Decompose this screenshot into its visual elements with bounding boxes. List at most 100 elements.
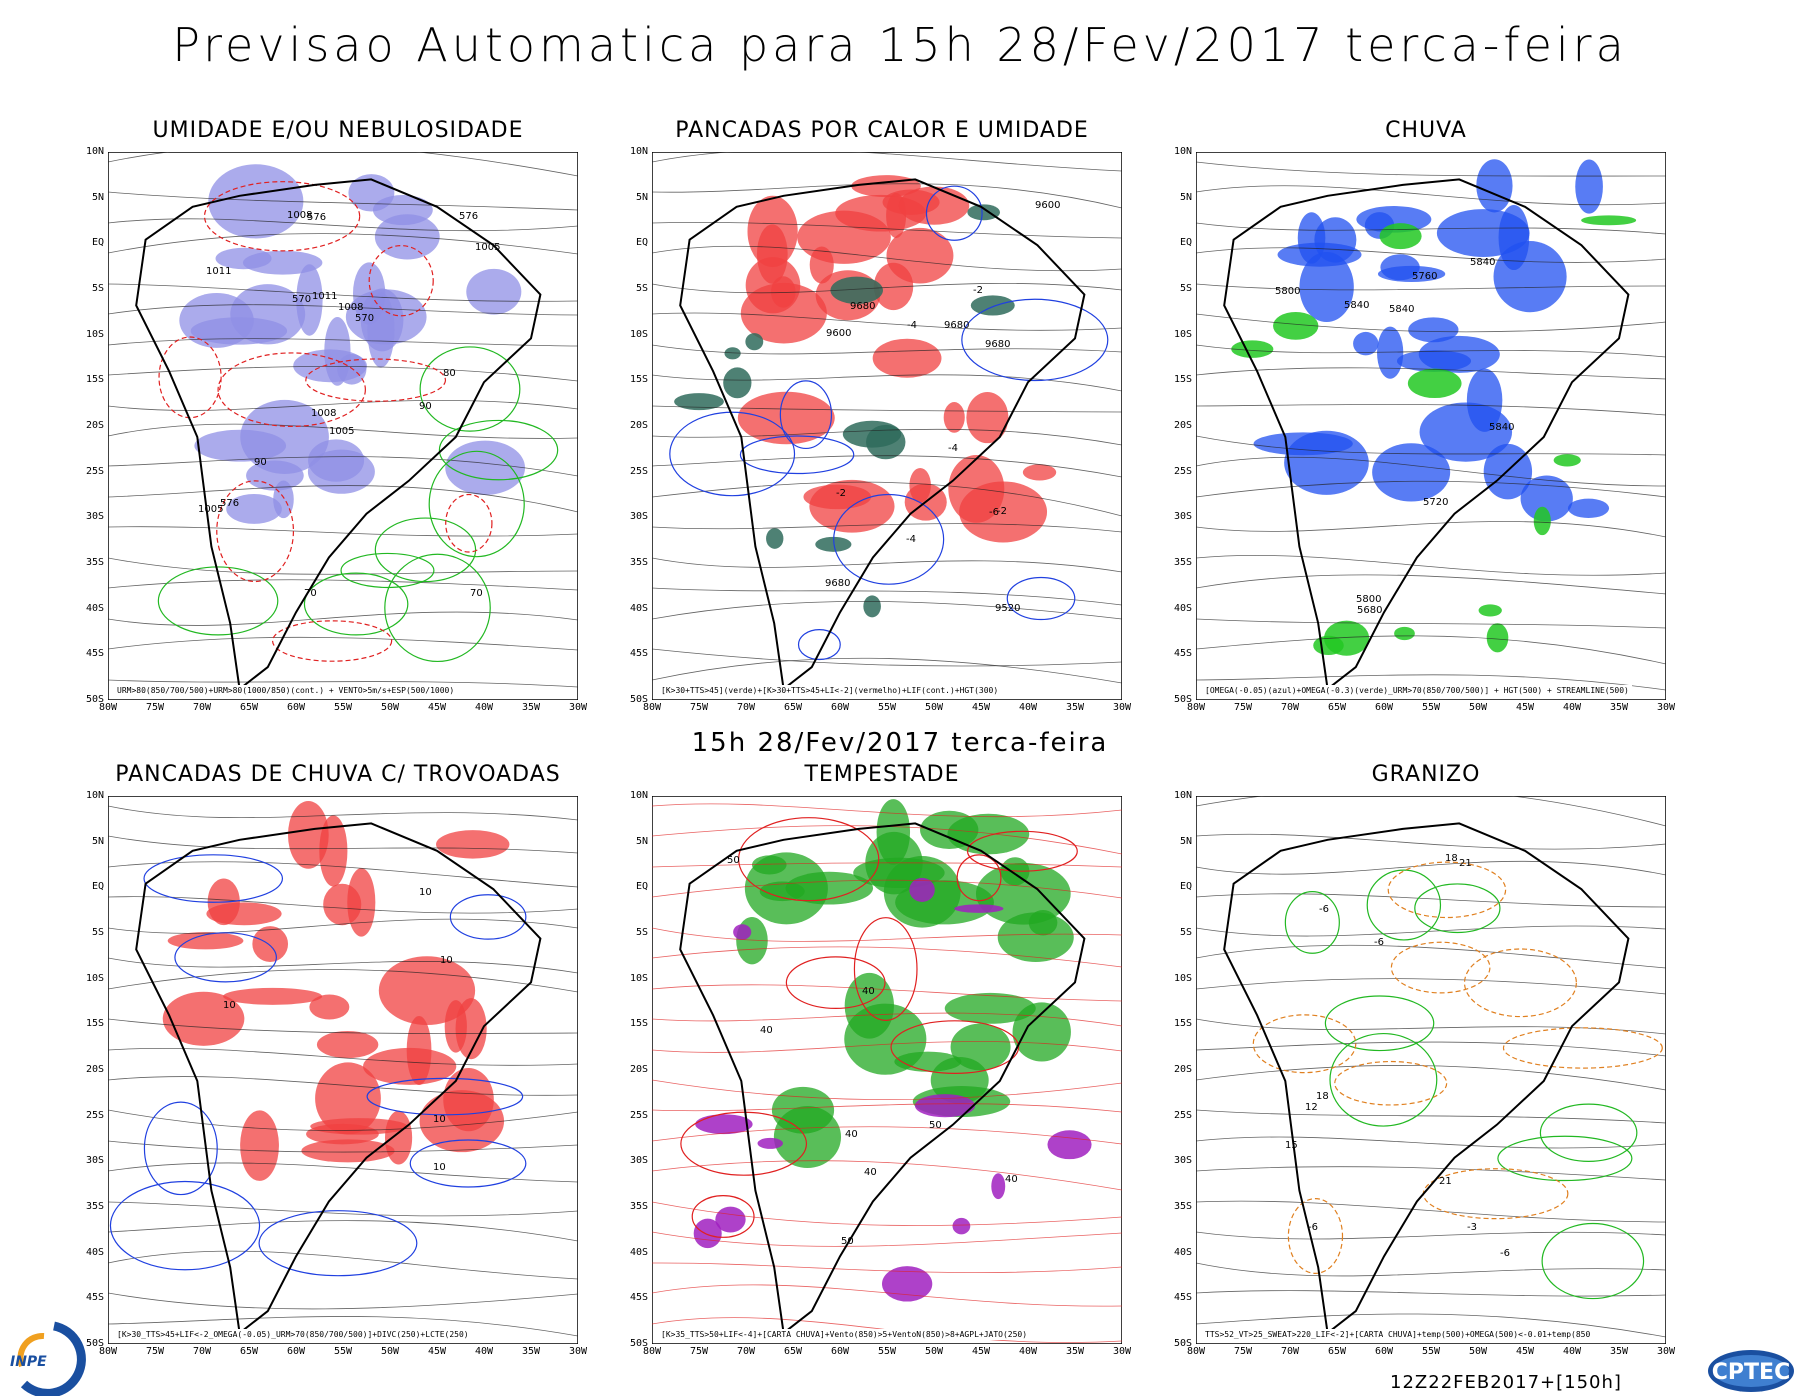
latitude-tick-label: 10N (629, 790, 648, 801)
longitude-tick-label: 40W (1018, 1346, 1038, 1357)
contour-label: -2 (973, 285, 983, 296)
contour-label: -6 (1319, 904, 1329, 915)
latitude-tick-label: 25S (1173, 1109, 1192, 1121)
longitude-tick-label: 80W (98, 702, 118, 713)
contour-label: 1008 (338, 302, 363, 313)
latitude-tick-label: 45S (629, 648, 648, 660)
latitude-tick-label: EQ (91, 881, 104, 893)
longitude-tick-label: 80W (98, 1346, 118, 1357)
latitude-tick-label: 20S (629, 1064, 648, 1075)
contour-label: 10 (223, 1000, 236, 1011)
longitude-tick-label: 45W (427, 702, 447, 713)
contour-label: 5840 (1389, 304, 1414, 315)
longitude-tick-label: 30W (568, 702, 588, 713)
panel-title: GRANIZO (1371, 762, 1481, 787)
panel-caption: [OMEGA(-0.05)(azul)+OMEGA(-0.3)(verde)_U… (1202, 685, 1632, 696)
longitude-tick-label: 35W (1609, 702, 1629, 713)
latitude-tick-label: 15S (85, 374, 104, 386)
latitude-tick-label: EQ (91, 237, 104, 249)
longitude-tick-label: 70W (1280, 702, 1300, 713)
contour-label: 90 (419, 401, 432, 412)
longitude-tick-label: 60W (286, 1346, 306, 1357)
longitude-tick-label: 55W (333, 1346, 353, 1357)
latitude-tick-label: 10S (1173, 972, 1192, 984)
contour-label: -4 (948, 443, 958, 454)
latitude-tick-label: 5N (91, 835, 104, 847)
latitude-tick-label: 45S (1173, 648, 1192, 660)
contour-label: 18 (1445, 853, 1458, 864)
longitude-tick-label: 45W (1515, 1346, 1535, 1357)
longitude-tick-label: 55W (877, 1346, 897, 1357)
latitude-tick-label: 35S (85, 1201, 104, 1212)
forecast-time-subtitle: 15h 28/Fev/2017 terca-feira (691, 728, 1109, 758)
latitude-tick-label: 45S (85, 1292, 104, 1304)
contour-label: 80 (443, 368, 456, 379)
contour-label: 1005 (329, 426, 354, 437)
contour-label: 576 (220, 498, 239, 509)
forecast-map: 50 50 40 40 40 50 40 40 (652, 796, 1122, 1344)
longitude-tick-label: 65W (783, 702, 803, 713)
contour-label: 21 (1459, 858, 1472, 869)
latitude-tick-label: 10S (85, 972, 104, 984)
contour-label: 40 (845, 1129, 858, 1140)
longitude-tick-label: 60W (830, 1346, 850, 1357)
contour-label: 5840 (1470, 257, 1495, 268)
contour-label: 5800 (1356, 594, 1381, 605)
contour-label: 50 (841, 1236, 854, 1247)
latitude-tick-label: 50S (1173, 1338, 1192, 1349)
latitude-tick-label: 20S (629, 420, 648, 431)
contour-label: 40 (862, 986, 875, 997)
panel-caption: URM>80(850/700/500)+URM>80(1000/850)(con… (114, 685, 458, 696)
contour-label: 10 (440, 955, 453, 966)
longitude-tick-label: 60W (1374, 1346, 1394, 1357)
longitude-tick-label: 35W (1609, 1346, 1629, 1357)
contour-label: -6 (1374, 937, 1384, 948)
latitude-tick-label: 30S (629, 511, 648, 523)
longitude-tick-label: 50W (924, 1346, 944, 1357)
contour-label: 9680 (850, 301, 875, 312)
latitude-tick-label: EQ (1179, 237, 1192, 249)
longitude-tick-label: 35W (1065, 702, 1085, 713)
latitude-tick-label: 5N (1179, 191, 1192, 203)
contour-label: 50 (727, 855, 740, 866)
contour-label: 570 (292, 294, 311, 305)
latitude-tick-label: 10N (85, 146, 104, 157)
longitude-tick-label: 65W (1327, 702, 1347, 713)
longitude-tick-label: 45W (971, 1346, 991, 1357)
contour-label: 5840 (1344, 300, 1369, 311)
map-panel: UMIDADE E/OU NEBULOSIDADE 1011 1008 1008 100… (68, 118, 608, 718)
panel-caption: [K>30+TTS>45](verde)+[K>30+TTS>45+LI<-2]… (658, 685, 1002, 696)
longitude-tick-label: 50W (924, 702, 944, 713)
contour-label: 40 (864, 1167, 877, 1178)
latitude-tick-label: 30S (1173, 511, 1192, 523)
latitude-tick-label: 25S (85, 465, 104, 477)
contour-label: -6 (989, 507, 999, 518)
longitude-tick-label: 80W (1186, 1346, 1206, 1357)
latitude-tick-label: 5S (91, 283, 104, 294)
longitude-tick-label: 40W (1018, 702, 1038, 713)
contour-label: 12 (1305, 1102, 1318, 1113)
latitude-tick-label: 10S (629, 328, 648, 340)
latitude-tick-label: 5S (635, 927, 648, 938)
latitude-tick-label: 45S (85, 648, 104, 660)
longitude-tick-label: 45W (971, 702, 991, 713)
latitude-tick-label: 5N (635, 835, 648, 847)
latitude-tick-label: 45S (629, 1292, 648, 1304)
longitude-tick-label: 70W (192, 1346, 212, 1357)
contour-label: 21 (1439, 1176, 1452, 1187)
panel-title: CHUVA (1385, 118, 1467, 143)
contour-label: 70 (470, 588, 483, 599)
latitude-tick-label: 15S (1173, 1018, 1192, 1030)
longitude-tick-label: 75W (145, 1346, 165, 1357)
latitude-tick-label: 50S (629, 1338, 648, 1349)
longitude-tick-label: 80W (642, 702, 662, 713)
contour-label: 1005 (198, 504, 223, 515)
contour-label: -4 (906, 534, 916, 545)
longitude-tick-label: 55W (333, 702, 353, 713)
longitude-tick-label: 30W (1112, 702, 1132, 713)
longitude-tick-label: 65W (1327, 1346, 1347, 1357)
contour-label: 576 (307, 212, 326, 223)
latitude-tick-label: 30S (1173, 1155, 1192, 1167)
latitude-tick-label: 30S (85, 511, 104, 523)
latitude-tick-label: 5S (635, 283, 648, 294)
